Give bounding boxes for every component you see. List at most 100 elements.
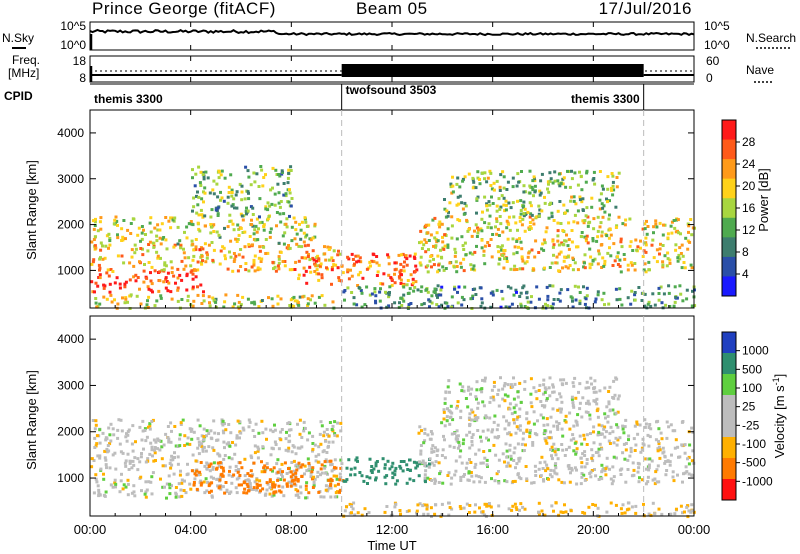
velocity-cell: [691, 449, 695, 453]
velocity-cell: [655, 468, 659, 472]
velocity-cell: [553, 450, 557, 454]
velocity-cell: [381, 457, 385, 461]
power-cell: [499, 173, 503, 177]
velocity-cell: [287, 467, 290, 470]
power-cell: [283, 260, 287, 263]
power-cell: [593, 257, 597, 261]
power-cell: [271, 260, 275, 264]
power-cell: [302, 256, 306, 260]
velocity-cell: [580, 415, 584, 419]
velocity-cell: [340, 462, 344, 466]
velocity-cell: [552, 509, 555, 513]
power-cell: [252, 261, 256, 265]
power-cell: [672, 304, 676, 308]
power-cell: [255, 172, 259, 176]
power-cell: [420, 247, 424, 250]
velocity-cell: [541, 416, 545, 420]
velocity-cell: [575, 423, 579, 427]
velocity-cell: [537, 510, 540, 514]
velocity-cell: [430, 432, 434, 436]
velocity-cell: [270, 446, 274, 450]
power-cell: [529, 300, 533, 304]
velocity-cell: [348, 502, 352, 506]
velocity-cell: [590, 382, 593, 386]
power-cell: [522, 214, 526, 218]
velocity-cell: [608, 409, 612, 413]
power-cell: [523, 305, 527, 308]
power-cell: [419, 263, 423, 267]
power-cell: [346, 255, 350, 259]
power-cell: [219, 173, 223, 177]
velocity-cell: [144, 460, 148, 464]
velocity-cell: [531, 443, 535, 447]
velocity-cell: [111, 485, 115, 489]
velocity-cell: [198, 424, 202, 428]
power-cell: [443, 244, 447, 248]
velocity-cell: [355, 456, 359, 460]
power-cell: [530, 248, 534, 252]
power-cell: [548, 179, 552, 183]
velocity-cell: [170, 429, 173, 433]
power-cell: [336, 253, 340, 257]
velocity-cell: [542, 392, 545, 396]
power-cell: [585, 206, 589, 210]
power-cell: [96, 229, 100, 233]
velocity-cell: [617, 394, 621, 398]
power-cell: [519, 209, 523, 212]
velocity-cell: [615, 443, 619, 447]
velocity-cell: [319, 495, 323, 499]
velocity-cell: [575, 447, 579, 451]
velocity-cell: [405, 510, 409, 513]
velocity-cell: [296, 479, 300, 483]
velocity-cell: [213, 431, 217, 435]
velocity-cell: [459, 449, 463, 453]
velocity-cell: [428, 462, 431, 466]
power-cell: [99, 256, 102, 260]
velocity-cell: [418, 462, 421, 466]
velocity-cell: [208, 482, 212, 486]
power-cell: [643, 262, 647, 266]
power-cell: [155, 299, 159, 303]
power-cell: [200, 262, 204, 266]
power-cell: [460, 303, 464, 307]
power-cell: [680, 266, 684, 270]
power-cell: [585, 234, 589, 238]
velocity-cell: [586, 399, 590, 403]
power-cell: [513, 245, 517, 249]
velocity-cell: [114, 485, 117, 489]
power-cell: [546, 180, 550, 184]
velocity-cell: [675, 507, 678, 511]
power-cell: [319, 262, 323, 266]
power-cell: [573, 284, 577, 288]
power-cell: [102, 286, 106, 290]
velocity-cell: [319, 442, 323, 446]
power-cell: [300, 245, 304, 249]
power-cell: [402, 285, 406, 289]
velocity-cell: [204, 434, 208, 438]
velocity-cell: [481, 378, 484, 382]
power-cell: [116, 233, 119, 237]
velocity-cell: [398, 464, 402, 468]
power-cell: [584, 239, 588, 243]
power-cell: [123, 285, 127, 289]
power-cell: [261, 184, 265, 188]
power-cell: [142, 269, 146, 273]
power-cell: [691, 226, 695, 230]
power-cell: [489, 291, 493, 295]
velocity-cell: [462, 506, 466, 510]
velocity-cell: [609, 501, 613, 505]
velocity-cell: [568, 411, 572, 415]
power-cell: [155, 234, 159, 238]
power-ylabel: Slant Range [km]: [24, 160, 39, 260]
velocity-cell: [273, 483, 277, 487]
power-cell: [508, 305, 512, 309]
power-cell: [146, 285, 150, 289]
velocity-cell: [209, 489, 213, 493]
velocity-cell: [598, 389, 602, 393]
velocity-cell: [225, 490, 229, 494]
power-cell: [202, 290, 205, 294]
velocity-cell: [647, 466, 651, 470]
power-cell: [236, 269, 240, 273]
power-cell: [405, 283, 409, 287]
power-cell: [630, 289, 634, 293]
